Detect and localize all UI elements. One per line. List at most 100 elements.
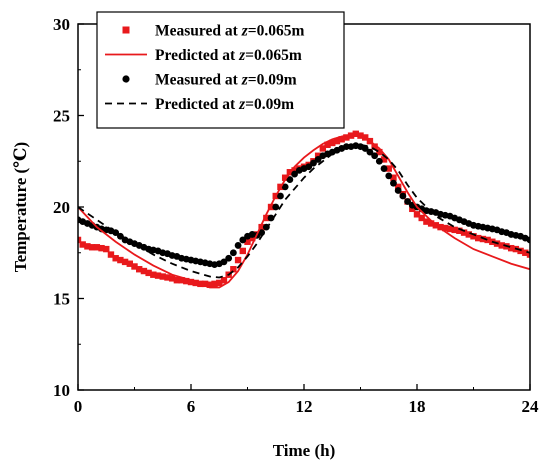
x-tick-label-3: 18: [409, 397, 426, 416]
series-2-point: [286, 176, 294, 183]
series-0-point: [437, 223, 444, 231]
series-0-point: [168, 275, 176, 282]
series-0-point: [329, 139, 336, 147]
legend-item-3: Predicted at z=0.09m: [105, 96, 294, 113]
legend-item-1: Predicted at z=0.065m: [105, 47, 302, 64]
series-0-point: [183, 277, 190, 285]
series-0-point: [423, 218, 430, 225]
series-2-point: [399, 192, 407, 200]
series-1: [78, 133, 530, 289]
legend-item-2: Measured at z=0.09m: [122, 72, 297, 89]
series-3-line: [78, 143, 530, 279]
series-0-point: [526, 251, 530, 258]
series-0-point: [187, 278, 195, 286]
series-2: [78, 142, 530, 269]
legend-label-1: Predicted at z=0.065m: [155, 47, 302, 64]
series-2-point: [277, 192, 284, 200]
legend-label-var: z: [238, 47, 245, 64]
series-0: [78, 130, 530, 288]
series-0-point: [413, 211, 421, 218]
series-0-point: [427, 220, 435, 227]
series-0-point: [88, 244, 96, 251]
series-2-point: [281, 183, 289, 191]
series-2-point: [291, 170, 298, 178]
series-0-point: [484, 236, 491, 244]
series-0-point: [376, 148, 383, 156]
series-layer: [78, 130, 530, 289]
series-0-point: [164, 274, 171, 281]
series-2-point: [112, 229, 120, 237]
series-0-point: [394, 183, 402, 191]
series-0-point: [418, 214, 425, 222]
series-0-point: [456, 227, 463, 234]
series-2-point: [390, 179, 397, 187]
series-0-point: [150, 271, 157, 278]
series-2-point: [305, 163, 313, 171]
legend-label-prefix: Measured at: [155, 23, 242, 40]
series-0-point: [216, 279, 223, 287]
series-2-point: [225, 254, 233, 262]
series-0-point: [107, 251, 115, 258]
series-0-point: [117, 256, 124, 264]
series-0-point: [338, 136, 345, 143]
series-0-point: [103, 245, 110, 253]
series-0-point: [220, 277, 228, 284]
series-0-point: [211, 280, 218, 288]
series-0-point: [244, 238, 251, 245]
series-0-point: [470, 233, 477, 240]
series-2-point: [234, 242, 242, 249]
series-0-point: [333, 137, 341, 145]
series-0-point: [263, 214, 270, 222]
series-0-point: [234, 256, 242, 264]
series-1-line: [78, 133, 530, 289]
series-2-point: [526, 236, 530, 244]
series-0-point: [258, 223, 265, 231]
series-0-point: [79, 241, 86, 248]
series-0-point: [112, 255, 119, 262]
series-0-point: [121, 258, 129, 266]
series-0-point: [145, 269, 152, 277]
series-0-point: [380, 156, 388, 163]
series-2-point: [375, 157, 383, 165]
series-0-point: [475, 234, 482, 242]
series-0-point: [352, 130, 359, 137]
y-tick-label-1: 15: [53, 290, 70, 309]
series-0-point: [230, 266, 237, 273]
series-0-point: [460, 229, 468, 236]
series-0-point: [409, 205, 416, 213]
x-tick-label-2: 12: [296, 397, 313, 416]
legend-label-suffix: =0.09m: [248, 72, 297, 89]
series-2-point: [394, 187, 402, 194]
ticks-layer: 0 6 12 18 24 10 15 20 25 30: [53, 15, 539, 416]
series-0-point: [154, 272, 162, 279]
series-0-point: [78, 236, 82, 244]
series-2-point: [342, 143, 350, 151]
series-0-point: [178, 277, 185, 284]
series-0-point: [314, 152, 322, 159]
series-0-point: [507, 244, 515, 252]
legend-label-prefix: Predicted at: [155, 47, 239, 64]
series-0-point: [522, 249, 529, 256]
legend-label-3: Predicted at z=0.09m: [155, 96, 294, 113]
legend-swatch: [122, 75, 130, 83]
series-2-point: [310, 159, 317, 167]
series-0-point: [131, 263, 138, 270]
series-0-point: [136, 266, 143, 273]
series-0-point: [324, 141, 331, 148]
x-tick-label-1: 6: [187, 397, 196, 416]
series-0-point: [319, 145, 327, 152]
legend-label-var: z: [241, 72, 248, 89]
series-0-point: [451, 226, 458, 234]
legend-label-suffix: =0.09m: [245, 96, 294, 113]
legend-label-suffix: =0.065m: [245, 47, 302, 64]
series-0-point: [385, 165, 392, 172]
series-0-point: [281, 174, 289, 181]
y-tick-label-2: 20: [53, 198, 70, 217]
y-tick-label-0: 10: [53, 381, 70, 400]
series-0-point: [249, 234, 256, 242]
series-2-point: [272, 203, 280, 211]
series-0-point: [173, 277, 181, 284]
legend-label-var: z: [238, 96, 245, 113]
